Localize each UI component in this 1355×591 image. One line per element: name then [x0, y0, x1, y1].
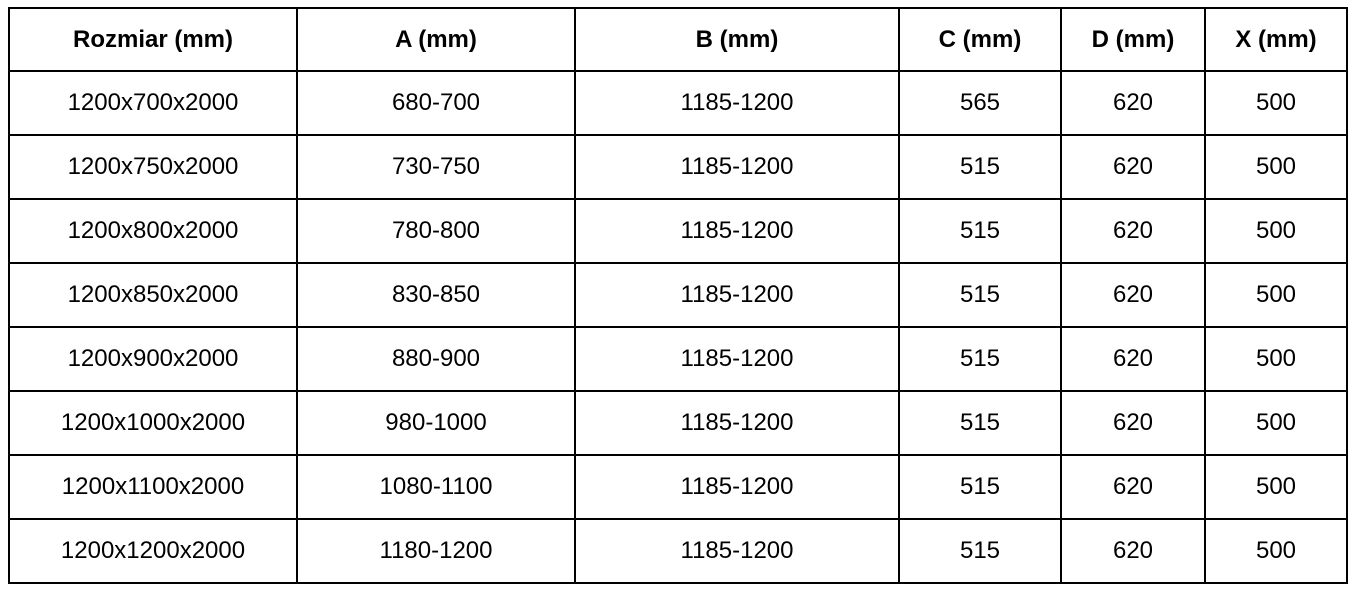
column-header: D (mm) [1060, 7, 1206, 72]
table-cell: 620 [1060, 390, 1206, 456]
table-row: 1200x750x2000 730-750 1185-1200 515 620 500 [8, 134, 1348, 200]
table-cell: 1200x900x2000 [8, 326, 298, 392]
table-row: 1200x900x2000 880-900 1185-1200 515 620 500 [8, 326, 1348, 392]
table-cell: 515 [898, 134, 1062, 200]
table-cell: 1200x750x2000 [8, 134, 298, 200]
table-cell: 500 [1204, 198, 1348, 264]
table-cell: 1185-1200 [574, 70, 900, 136]
dimensions-table: Rozmiar (mm) A (mm) B (mm) C (mm) D (mm) X (m… [8, 7, 1348, 584]
table-cell: 620 [1060, 454, 1206, 520]
table-row: 1200x800x2000 780-800 1185-1200 515 620 500 [8, 198, 1348, 264]
table-cell: 1080-1100 [296, 454, 576, 520]
table-cell: 515 [898, 326, 1062, 392]
table-cell: 620 [1060, 134, 1206, 200]
column-header: A (mm) [296, 7, 576, 72]
table-cell: 1200x1200x2000 [8, 518, 298, 584]
table-cell: 1180-1200 [296, 518, 576, 584]
column-header: X (mm) [1204, 7, 1348, 72]
table-cell: 500 [1204, 134, 1348, 200]
table-cell: 515 [898, 262, 1062, 328]
table-cell: 1185-1200 [574, 454, 900, 520]
table-cell: 500 [1204, 518, 1348, 584]
table-cell: 500 [1204, 326, 1348, 392]
table-cell: 515 [898, 454, 1062, 520]
table-cell: 515 [898, 518, 1062, 584]
table-row: 1200x1100x2000 1080-1100 1185-1200 515 620 50… [8, 454, 1348, 520]
table-cell: 1200x700x2000 [8, 70, 298, 136]
table-cell: 1200x850x2000 [8, 262, 298, 328]
table-cell: 1200x800x2000 [8, 198, 298, 264]
table-cell: 500 [1204, 70, 1348, 136]
table-row: 1200x700x2000 680-700 1185-1200 565 620 500 [8, 70, 1348, 136]
table-cell: 1185-1200 [574, 390, 900, 456]
table-row: 1200x1000x2000 980-1000 1185-1200 515 620 500 [8, 390, 1348, 456]
table-cell: 620 [1060, 262, 1206, 328]
table-cell: 730-750 [296, 134, 576, 200]
table-cell: 1185-1200 [574, 262, 900, 328]
table-cell: 880-900 [296, 326, 576, 392]
table-cell: 830-850 [296, 262, 576, 328]
table-cell: 500 [1204, 390, 1348, 456]
table-cell: 980-1000 [296, 390, 576, 456]
table-row: 1200x1200x2000 1180-1200 1185-1200 515 620 50… [8, 518, 1348, 584]
table-cell: 1200x1100x2000 [8, 454, 298, 520]
table-cell: 565 [898, 70, 1062, 136]
table-cell: 680-700 [296, 70, 576, 136]
table-cell: 1185-1200 [574, 134, 900, 200]
column-header: Rozmiar (mm) [8, 7, 298, 72]
table-cell: 620 [1060, 518, 1206, 584]
table-cell: 515 [898, 390, 1062, 456]
table-cell: 1185-1200 [574, 518, 900, 584]
table-cell: 620 [1060, 326, 1206, 392]
table-cell: 515 [898, 198, 1062, 264]
table-cell: 620 [1060, 70, 1206, 136]
table-cell: 1185-1200 [574, 198, 900, 264]
table-cell: 500 [1204, 262, 1348, 328]
table-row: 1200x850x2000 830-850 1185-1200 515 620 500 [8, 262, 1348, 328]
column-header: B (mm) [574, 7, 900, 72]
table-cell: 780-800 [296, 198, 576, 264]
column-header: C (mm) [898, 7, 1062, 72]
header-row: Rozmiar (mm) A (mm) B (mm) C (mm) D (mm) X (m… [8, 7, 1348, 72]
table-cell: 500 [1204, 454, 1348, 520]
table-cell: 1200x1000x2000 [8, 390, 298, 456]
table-cell: 620 [1060, 198, 1206, 264]
table-cell: 1185-1200 [574, 326, 900, 392]
